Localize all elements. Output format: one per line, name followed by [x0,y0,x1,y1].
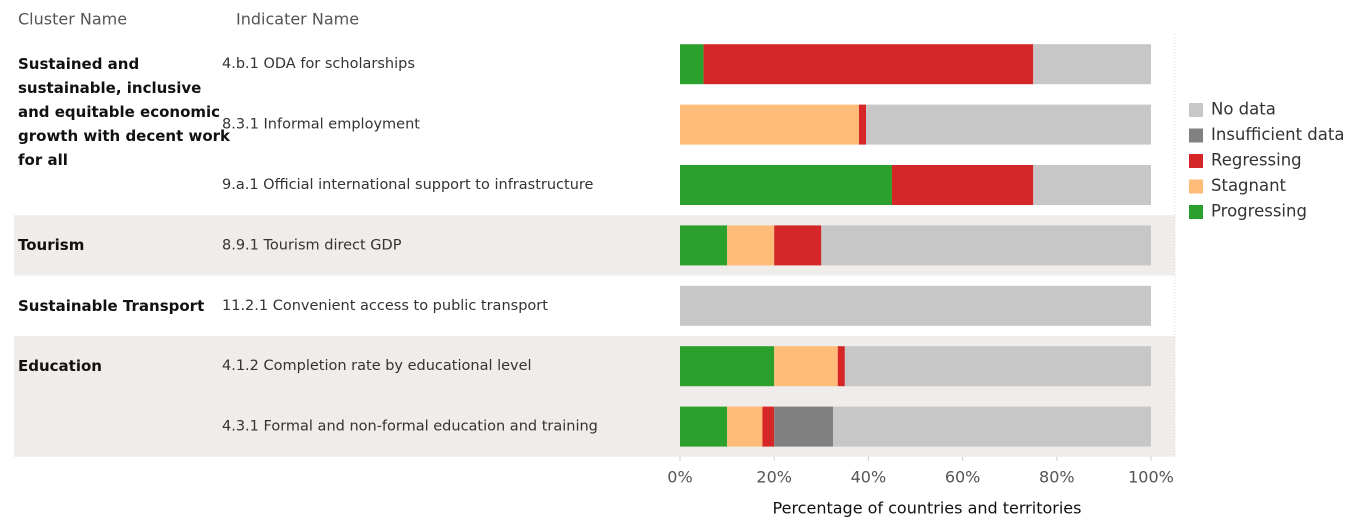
x-tick-label: 20% [756,468,792,487]
indicator-label: 11.2.1 Convenient access to public trans… [222,298,548,314]
legend-swatch [1189,128,1203,143]
legend-label: Stagnant [1211,176,1287,195]
x-tick-label: 0% [667,468,692,487]
x-tick-label: 100% [1128,468,1174,487]
legend-label: No data [1211,100,1276,119]
bar-segment [774,225,822,266]
cluster-name-box: Tourism [18,236,85,255]
x-axis-title: Percentage of countries and territories [773,499,1082,518]
x-tick-label: 80% [1039,468,1075,487]
cluster-name: Tourism [18,236,85,255]
legend-swatch [1189,103,1203,117]
cluster-name: Education [18,357,102,375]
column-header: Cluster Name [18,10,127,29]
bar-segment [680,225,728,266]
cluster-name: Sustainable Transport [18,296,205,315]
legend-label: Insufficient data [1211,125,1344,144]
x-tick-label: 40% [851,468,887,487]
bar-segment [774,406,834,447]
legend-swatch [1189,179,1203,194]
indicator-label: 4.b.1 ODA for scholarships [222,56,415,72]
cluster-name-box: Sustainable Transport [18,296,205,315]
legend-label: Regressing [1211,151,1302,170]
bar-segment [866,104,1151,145]
indicator-label: 8.9.1 Tourism direct GDP [222,237,402,253]
bar-segment [727,406,763,447]
bar-segment [680,44,704,85]
indicator-label: 4.1.2 Completion rate by educational lev… [222,358,532,374]
bar-segment [858,104,867,145]
bar-segment [1033,165,1151,205]
x-tick-label: 60% [945,468,981,487]
bar-segment [680,346,775,387]
bar-segment [821,225,1151,266]
legend-swatch [1189,205,1203,219]
bar-segment [891,165,1034,205]
bar-segment [1033,44,1151,85]
bar-segment [680,104,859,145]
cluster-name-box: Sustained and sustainable, inclusive and… [18,55,231,169]
bar-segment [703,44,1034,85]
bar-segment [837,346,845,387]
bar-segment [762,406,775,447]
legend-swatch [1189,154,1203,168]
cluster-name: Sustained and sustainable, inclusive and… [18,55,231,169]
bar-segment [833,406,1151,447]
bar-segment [680,165,892,205]
cluster-name-box: Education [18,357,102,375]
bar-segment [844,346,1151,387]
bar-segment [680,285,1151,326]
indicator-label: 4.3.1 Formal and non-formal education an… [222,419,598,435]
legend-label: Progressing [1211,202,1307,221]
column-header: Indicater Name [236,10,359,29]
bar-segment [774,346,838,387]
bar-segment [680,406,728,447]
bar-segment [727,225,775,266]
indicator-label: 8.3.1 Informal employment [222,117,420,133]
indicator-label: 9.a.1 Official international support to … [222,177,594,193]
